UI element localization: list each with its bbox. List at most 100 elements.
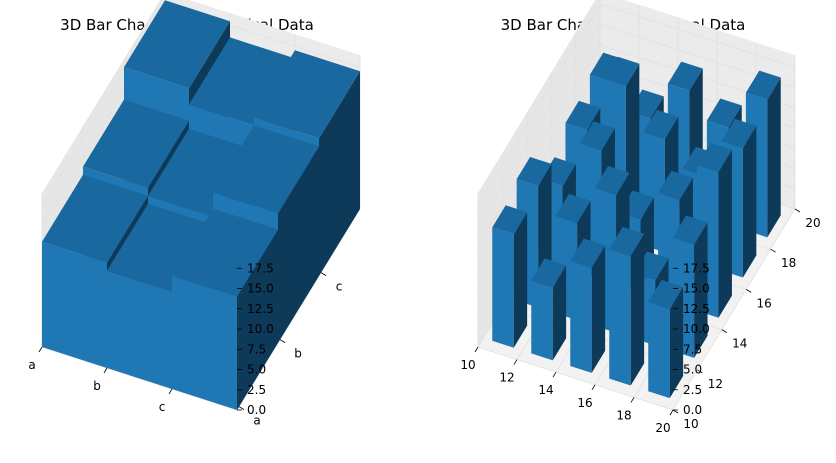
z-tick-label: 12.5 (247, 302, 274, 316)
y-tick (697, 369, 703, 374)
bar (172, 208, 278, 410)
z-tick-label: 15.0 (683, 282, 710, 296)
x-tick (591, 384, 596, 391)
z-tick-label: 5.0 (247, 363, 266, 377)
y-tick (238, 406, 245, 410)
y-tick-label: 10 (683, 417, 698, 431)
z-tick-label: 10.0 (683, 322, 710, 336)
bar-top-face (254, 50, 360, 139)
bar-front-face (570, 260, 592, 373)
bar-top-face (643, 109, 679, 139)
bar-side-face (630, 233, 645, 386)
z-tick-label: 0.0 (247, 403, 266, 417)
y-tick-label: 14 (732, 337, 747, 351)
bar-side-face (513, 212, 528, 348)
bar-top-face (492, 205, 528, 235)
bar-side-face (319, 71, 360, 276)
bar-top-face (667, 61, 703, 91)
y-tick (672, 409, 679, 414)
bar-top-face (516, 156, 552, 187)
y-tick (721, 329, 728, 333)
bar-top-face (697, 142, 732, 172)
x-tick-label: 16 (577, 396, 592, 410)
x-tick (474, 346, 479, 353)
z-tick-label: 10.0 (247, 322, 274, 336)
bar-side-face (552, 265, 567, 361)
bar-side-face (718, 149, 732, 318)
x-tick-label: 18 (616, 408, 631, 422)
bar-front-face (172, 275, 237, 410)
bar-top-face (107, 203, 213, 292)
bar-top-face (148, 128, 254, 217)
z-tick-label: 12.5 (683, 302, 710, 316)
bar-top-face (172, 208, 278, 297)
x-tick (168, 388, 173, 395)
bar-side-face (694, 222, 708, 358)
y-gridline (477, 346, 674, 411)
x-tick (669, 409, 674, 416)
bar-top-face (213, 125, 319, 214)
bar-front-face (42, 241, 107, 368)
x-tick-label: c (159, 400, 166, 414)
z-tick-label: 17.5 (247, 261, 274, 275)
bar-top-face (589, 52, 625, 82)
bar-top-face (83, 99, 189, 188)
bar-front-face (531, 280, 553, 361)
bar-top-face (672, 215, 708, 245)
z-tick-label: 2.5 (247, 383, 266, 397)
bar-top-face (580, 121, 615, 151)
bar-side-face (669, 286, 684, 399)
y-tick (770, 248, 776, 253)
left-chart: 0.0 2.5 5.0 7.5 10.0 12.5 15.0 17.5 a b c a b c (28, 0, 361, 428)
bar-side-face (278, 146, 319, 343)
bar-top-face (594, 165, 630, 196)
z-tick-label: 15.0 (247, 282, 274, 296)
bar-top-face (609, 226, 645, 256)
y-tick-label: b (294, 347, 302, 361)
bar-front-face (648, 302, 670, 399)
x-tick-label: 10 (460, 358, 475, 372)
bar-top-face (42, 174, 148, 263)
y-tick (279, 339, 286, 343)
x-tick (103, 367, 108, 374)
bar-top-face (745, 70, 781, 100)
x-tick-label: a (28, 358, 35, 372)
x-tick (630, 397, 635, 403)
x-tick (513, 359, 518, 365)
bar-top-face (721, 118, 757, 148)
z-tick-label: 7.5 (247, 342, 266, 356)
x-tick (552, 371, 557, 378)
y-tick-label: c (336, 280, 343, 294)
right-chart: 0.0 2.5 5.0 7.5 10.0 12.5 15.0 17.5 10 12 14 16 18 20… (460, 0, 821, 435)
y-tick (794, 208, 801, 213)
z-tick-label: 5.0 (683, 363, 702, 377)
bar (531, 258, 567, 361)
bar-front-face (609, 248, 631, 386)
bar (609, 226, 645, 386)
y-tick-label: a (253, 414, 260, 428)
z-tick-label: 0.0 (683, 403, 702, 417)
z-tick-label: 2.5 (683, 383, 702, 397)
bar-top-face (555, 193, 591, 223)
bar (648, 279, 684, 399)
bar (570, 238, 606, 373)
x-tick-label: 12 (499, 371, 514, 385)
z-tick-label: 7.5 (683, 342, 702, 356)
bar-side-face (237, 229, 278, 410)
y-tick-label: 16 (757, 296, 772, 310)
bar-side-face (767, 77, 781, 238)
bar-top-face (565, 100, 601, 130)
bar-top-face (570, 238, 606, 268)
bar-top-face (706, 98, 742, 128)
bar-top-face (189, 37, 295, 126)
bar-front-face (492, 227, 514, 348)
y-tick (745, 289, 752, 293)
bar-top-face (658, 170, 693, 200)
x-tick-label: 14 (538, 383, 553, 397)
bar-front-face (107, 270, 172, 389)
bar-top-face (531, 258, 567, 288)
y-tick-label: 18 (781, 256, 796, 270)
bar-side-face (742, 125, 757, 278)
